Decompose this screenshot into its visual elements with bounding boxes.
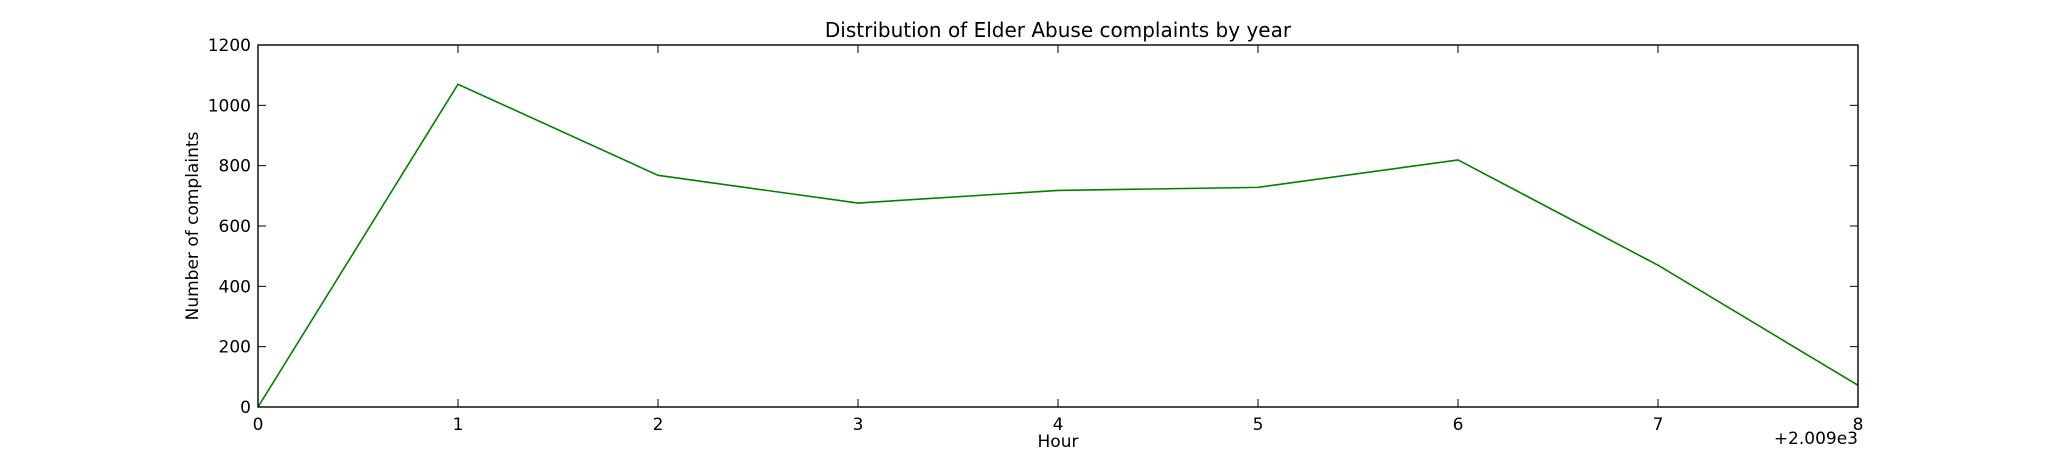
- x-tick-label: 3: [853, 415, 864, 435]
- series-layer: [257, 83, 1859, 408]
- y-tick-label: 400: [219, 277, 251, 297]
- y-tick-label: 0: [240, 398, 251, 418]
- x-tick-label: 4: [1053, 415, 1064, 435]
- x-tick-label: 7: [1653, 415, 1664, 435]
- x-tick-label: 8: [1853, 415, 1864, 435]
- chart-title: Distribution of Elder Abuse complaints b…: [825, 18, 1292, 42]
- y-tick-label: 1200: [208, 36, 251, 56]
- y-axis-ticks: 0 200 400 600 800 1000 1200: [208, 36, 1858, 418]
- series-line: [257, 83, 1859, 408]
- x-tick-label: 0: [253, 415, 264, 435]
- x-tick-label: 2: [653, 415, 664, 435]
- x-tick-label: 1: [453, 415, 464, 435]
- plot-area-frame: [257, 44, 1859, 408]
- y-tick-label: 800: [219, 157, 251, 177]
- x-axis-ticks: 0 1 2 3 4 5 6 7 8: [253, 45, 1864, 435]
- y-tick-label: 1000: [208, 96, 251, 116]
- y-axis-label: Number of complaints: [183, 131, 203, 320]
- x-tick-label: 5: [1253, 415, 1264, 435]
- x-axis-offset-label: +2.009e3: [1774, 429, 1858, 449]
- x-axis-label: Hour: [1038, 432, 1079, 450]
- x-tick-label: 6: [1453, 415, 1464, 435]
- y-tick-label: 200: [219, 338, 251, 358]
- y-tick-label: 600: [219, 217, 251, 237]
